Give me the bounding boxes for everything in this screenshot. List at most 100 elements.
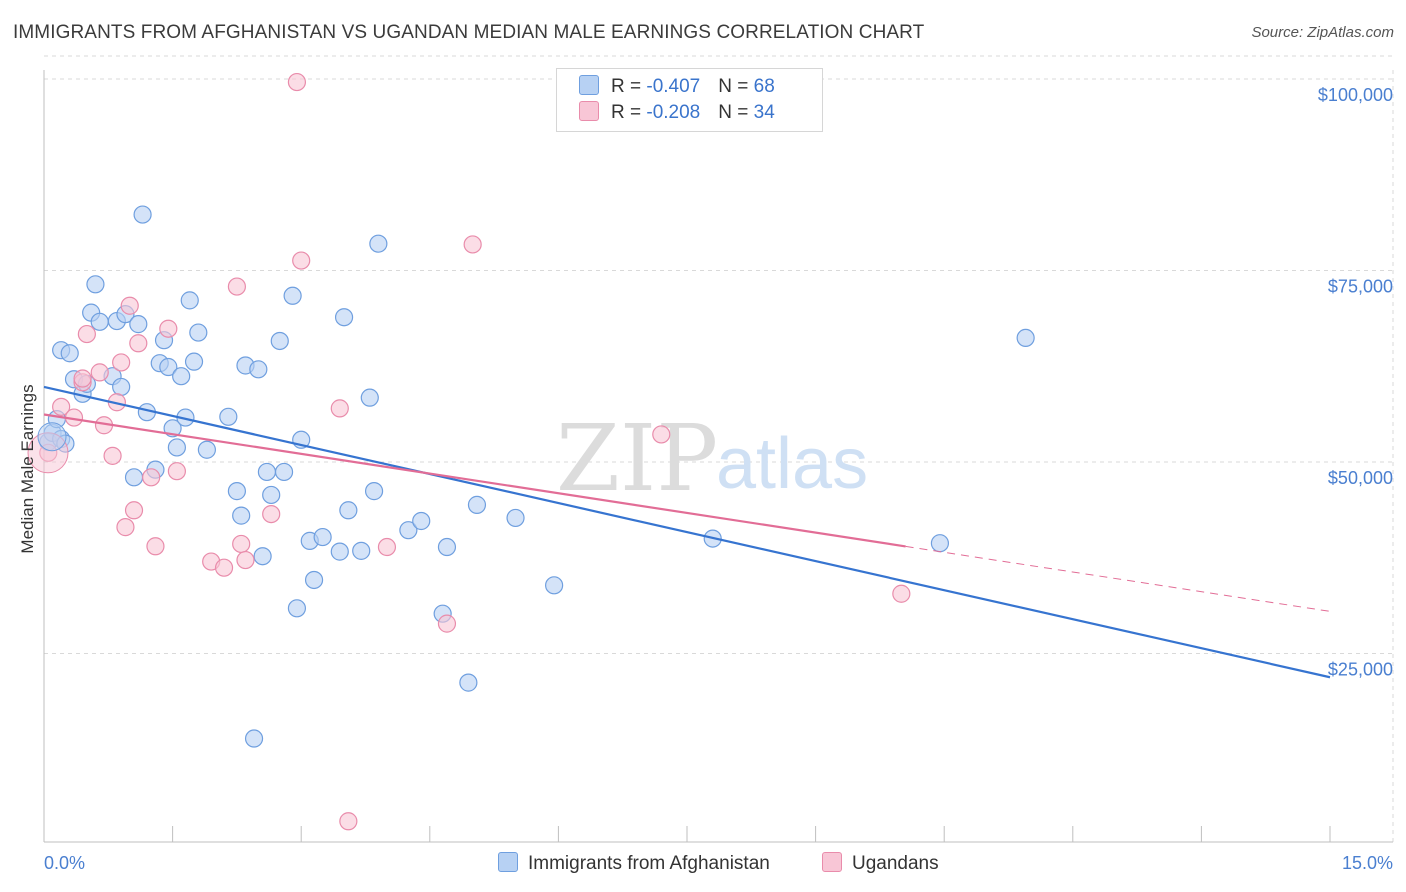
data-point [116, 518, 135, 537]
data-point [236, 550, 255, 570]
series-1-points [39, 205, 1035, 748]
legend-n-label: N = [718, 76, 754, 97]
bottom-legend-label: Immigrants from Afghanistan [528, 853, 770, 874]
bottom-legend-swatch-blue [498, 852, 518, 872]
data-point [253, 547, 272, 566]
data-point [274, 462, 294, 482]
data-point [227, 482, 246, 501]
y-tick-label: $50,000 [1328, 468, 1393, 488]
data-point [159, 319, 178, 338]
data-point [214, 558, 234, 577]
legend-n-value: 68 [753, 76, 775, 97]
data-point [287, 72, 307, 92]
data-point [90, 363, 109, 382]
trend-lines [43, 385, 1331, 679]
data-point [172, 367, 191, 386]
y-tick-label: $100,000 [1318, 85, 1393, 105]
chart-title: IMMIGRANTS FROM AFGHANISTAN VS UGANDAN M… [13, 22, 925, 43]
bottom-legend-ugandans: Ugandans [822, 852, 939, 878]
data-point [652, 425, 671, 444]
data-point [930, 534, 950, 553]
data-point [506, 508, 525, 528]
data-point [124, 501, 144, 520]
data-point [86, 275, 105, 294]
data-point [167, 462, 186, 481]
data-point [142, 468, 161, 487]
data-point [330, 542, 349, 561]
data-point [189, 323, 208, 342]
data-point [377, 537, 397, 557]
data-point [437, 537, 457, 557]
y-tick-labels: $25,000 $50,000 $75,000 $100,000 [1318, 85, 1393, 680]
data-point [545, 576, 564, 595]
data-point [232, 506, 251, 525]
data-point [304, 570, 324, 590]
data-point-cluster [37, 422, 67, 452]
data-point [197, 440, 216, 459]
y-tick-label: $75,000 [1328, 277, 1393, 297]
legend-swatch-blue [579, 75, 599, 95]
data-point [73, 369, 92, 388]
data-point [232, 534, 251, 554]
correlation-legend: R = -0.407 N = 68 R = -0.208 N = 34 [556, 68, 823, 132]
data-points [27, 72, 1035, 831]
data-point [313, 527, 332, 547]
data-point [364, 482, 384, 501]
data-point [360, 388, 379, 407]
y-tick-label: $25,000 [1328, 660, 1393, 680]
trend-line-2 [43, 413, 906, 548]
bottom-legend-label: Ugandans [852, 853, 939, 874]
trend-line-2-extension [905, 545, 1331, 612]
data-point [292, 251, 311, 270]
x-tick-min: 0.0% [44, 853, 85, 873]
data-point [249, 360, 268, 379]
data-point [463, 235, 482, 254]
watermark-atlas: atlas [716, 424, 868, 504]
legend-n-value: 34 [753, 102, 775, 123]
data-point [270, 331, 289, 351]
data-point [262, 504, 281, 524]
data-point [334, 308, 354, 327]
data-point [90, 312, 109, 331]
data-point [112, 377, 131, 397]
data-point [257, 462, 277, 482]
legend-n-label: N = [718, 102, 754, 123]
data-point [159, 357, 178, 377]
data-point [103, 446, 122, 465]
data-point [52, 397, 71, 416]
data-point [339, 501, 358, 520]
bottom-legend-swatch-pink [822, 852, 842, 872]
data-point [369, 234, 388, 253]
source-label: Source: ZipAtlas.com [1251, 24, 1394, 41]
data-point [459, 673, 478, 692]
data-point [399, 521, 418, 540]
legend-row-afghanistan: R = -0.407 N = 68 [579, 75, 775, 101]
data-point [120, 296, 139, 315]
data-point [112, 353, 131, 372]
y-axis-title: Median Male Earnings [18, 384, 37, 553]
legend-r-label: R = [611, 102, 647, 123]
data-point [124, 468, 144, 487]
data-point [184, 352, 204, 371]
legend-row-ugandans: R = -0.208 N = 34 [579, 101, 775, 127]
data-point [129, 315, 148, 334]
trend-line-1 [43, 385, 1331, 679]
data-point [219, 407, 238, 426]
data-point [129, 334, 148, 353]
data-point [412, 511, 431, 531]
x-tick-max: 15.0% [1342, 853, 1393, 873]
data-point [262, 485, 281, 505]
legend-r-value: -0.407 [646, 76, 701, 97]
watermark-zip: ZIP [556, 405, 718, 512]
legend-swatch-pink [579, 101, 599, 121]
data-point [167, 438, 186, 457]
watermark: ZIP atlas [556, 405, 868, 512]
data-point [287, 599, 307, 618]
data-point [437, 614, 457, 633]
data-point [146, 537, 165, 556]
bottom-legend-afghanistan: Immigrants from Afghanistan [498, 852, 770, 878]
data-point [283, 286, 302, 305]
data-point [60, 344, 79, 363]
data-point [467, 495, 487, 514]
